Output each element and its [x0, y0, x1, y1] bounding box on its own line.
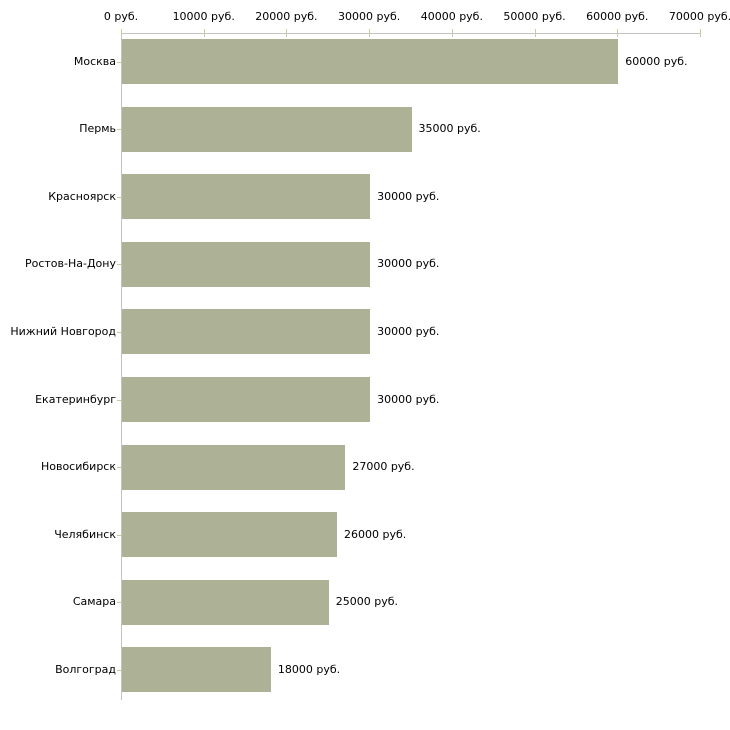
value-label: 18000 руб.: [277, 662, 341, 676]
value-label: 30000 руб.: [377, 324, 440, 338]
bar: [122, 106, 412, 152]
y-axis-tick-mark: [117, 264, 122, 266]
value-label: 60000 руб.: [625, 54, 688, 68]
x-axis-tick-mark: [700, 29, 701, 37]
category-label: Нижний Новгород: [10, 324, 116, 338]
y-axis-line: [121, 33, 122, 700]
y-axis-tick-mark: [117, 467, 122, 469]
x-axis-tick-label: 50000 руб.: [503, 10, 566, 23]
bar: [122, 377, 371, 422]
x-axis-line: [121, 33, 700, 34]
value-label: 35000 руб.: [418, 122, 481, 136]
y-axis-tick-mark: [117, 331, 122, 333]
x-axis-tick-label: 40000 руб.: [420, 10, 483, 23]
y-axis-tick-mark: [117, 129, 122, 131]
bar: [122, 309, 371, 355]
x-axis-tick-label: 30000 руб.: [338, 10, 401, 23]
x-axis-tick-label: 70000 руб.: [668, 10, 730, 23]
bar: [122, 241, 371, 287]
bar: [122, 174, 371, 220]
value-label: 30000 руб.: [377, 189, 440, 203]
x-axis-tick-mark: [534, 29, 536, 37]
bar: [122, 579, 329, 625]
category-label: Красноярск: [48, 189, 116, 203]
category-label: Челябинск: [54, 527, 116, 541]
x-axis-tick-mark: [451, 29, 453, 37]
value-label: 30000 руб.: [377, 257, 440, 271]
y-axis-tick-mark: [117, 61, 122, 63]
bar: [122, 512, 338, 558]
bar: [122, 444, 346, 490]
x-axis-tick-label: 10000 руб.: [172, 10, 235, 23]
x-axis-tick-mark: [121, 29, 122, 37]
bar: [122, 647, 271, 693]
value-label: 26000 руб.: [344, 527, 407, 541]
category-label: Москва: [73, 54, 116, 68]
x-axis-tick-label: 20000 руб.: [255, 10, 318, 23]
category-label: Ростов-На-Дону: [24, 257, 116, 271]
value-label: 30000 руб.: [377, 392, 440, 406]
x-axis-tick-label: 0 руб.: [103, 10, 139, 23]
category-label: Самара: [72, 595, 116, 609]
x-axis-tick-mark: [286, 29, 288, 37]
bar: [122, 39, 619, 84]
x-axis-tick-mark: [617, 29, 619, 37]
y-axis-tick-mark: [117, 534, 122, 536]
category-label: Новосибирск: [40, 460, 116, 474]
y-axis-tick-mark: [117, 399, 122, 401]
x-axis-tick-mark: [203, 29, 205, 37]
category-label: Екатеринбург: [35, 392, 116, 406]
category-label: Волгоград: [55, 662, 116, 676]
x-axis-tick-mark: [369, 29, 371, 37]
value-label: 25000 руб.: [335, 595, 399, 609]
y-axis-tick-mark: [117, 196, 122, 198]
category-label: Пермь: [79, 122, 116, 136]
y-axis-tick-mark: [117, 602, 122, 604]
y-axis-tick-mark: [117, 669, 122, 671]
value-label: 27000 руб.: [352, 460, 415, 474]
x-axis-tick-label: 60000 руб.: [586, 10, 649, 23]
